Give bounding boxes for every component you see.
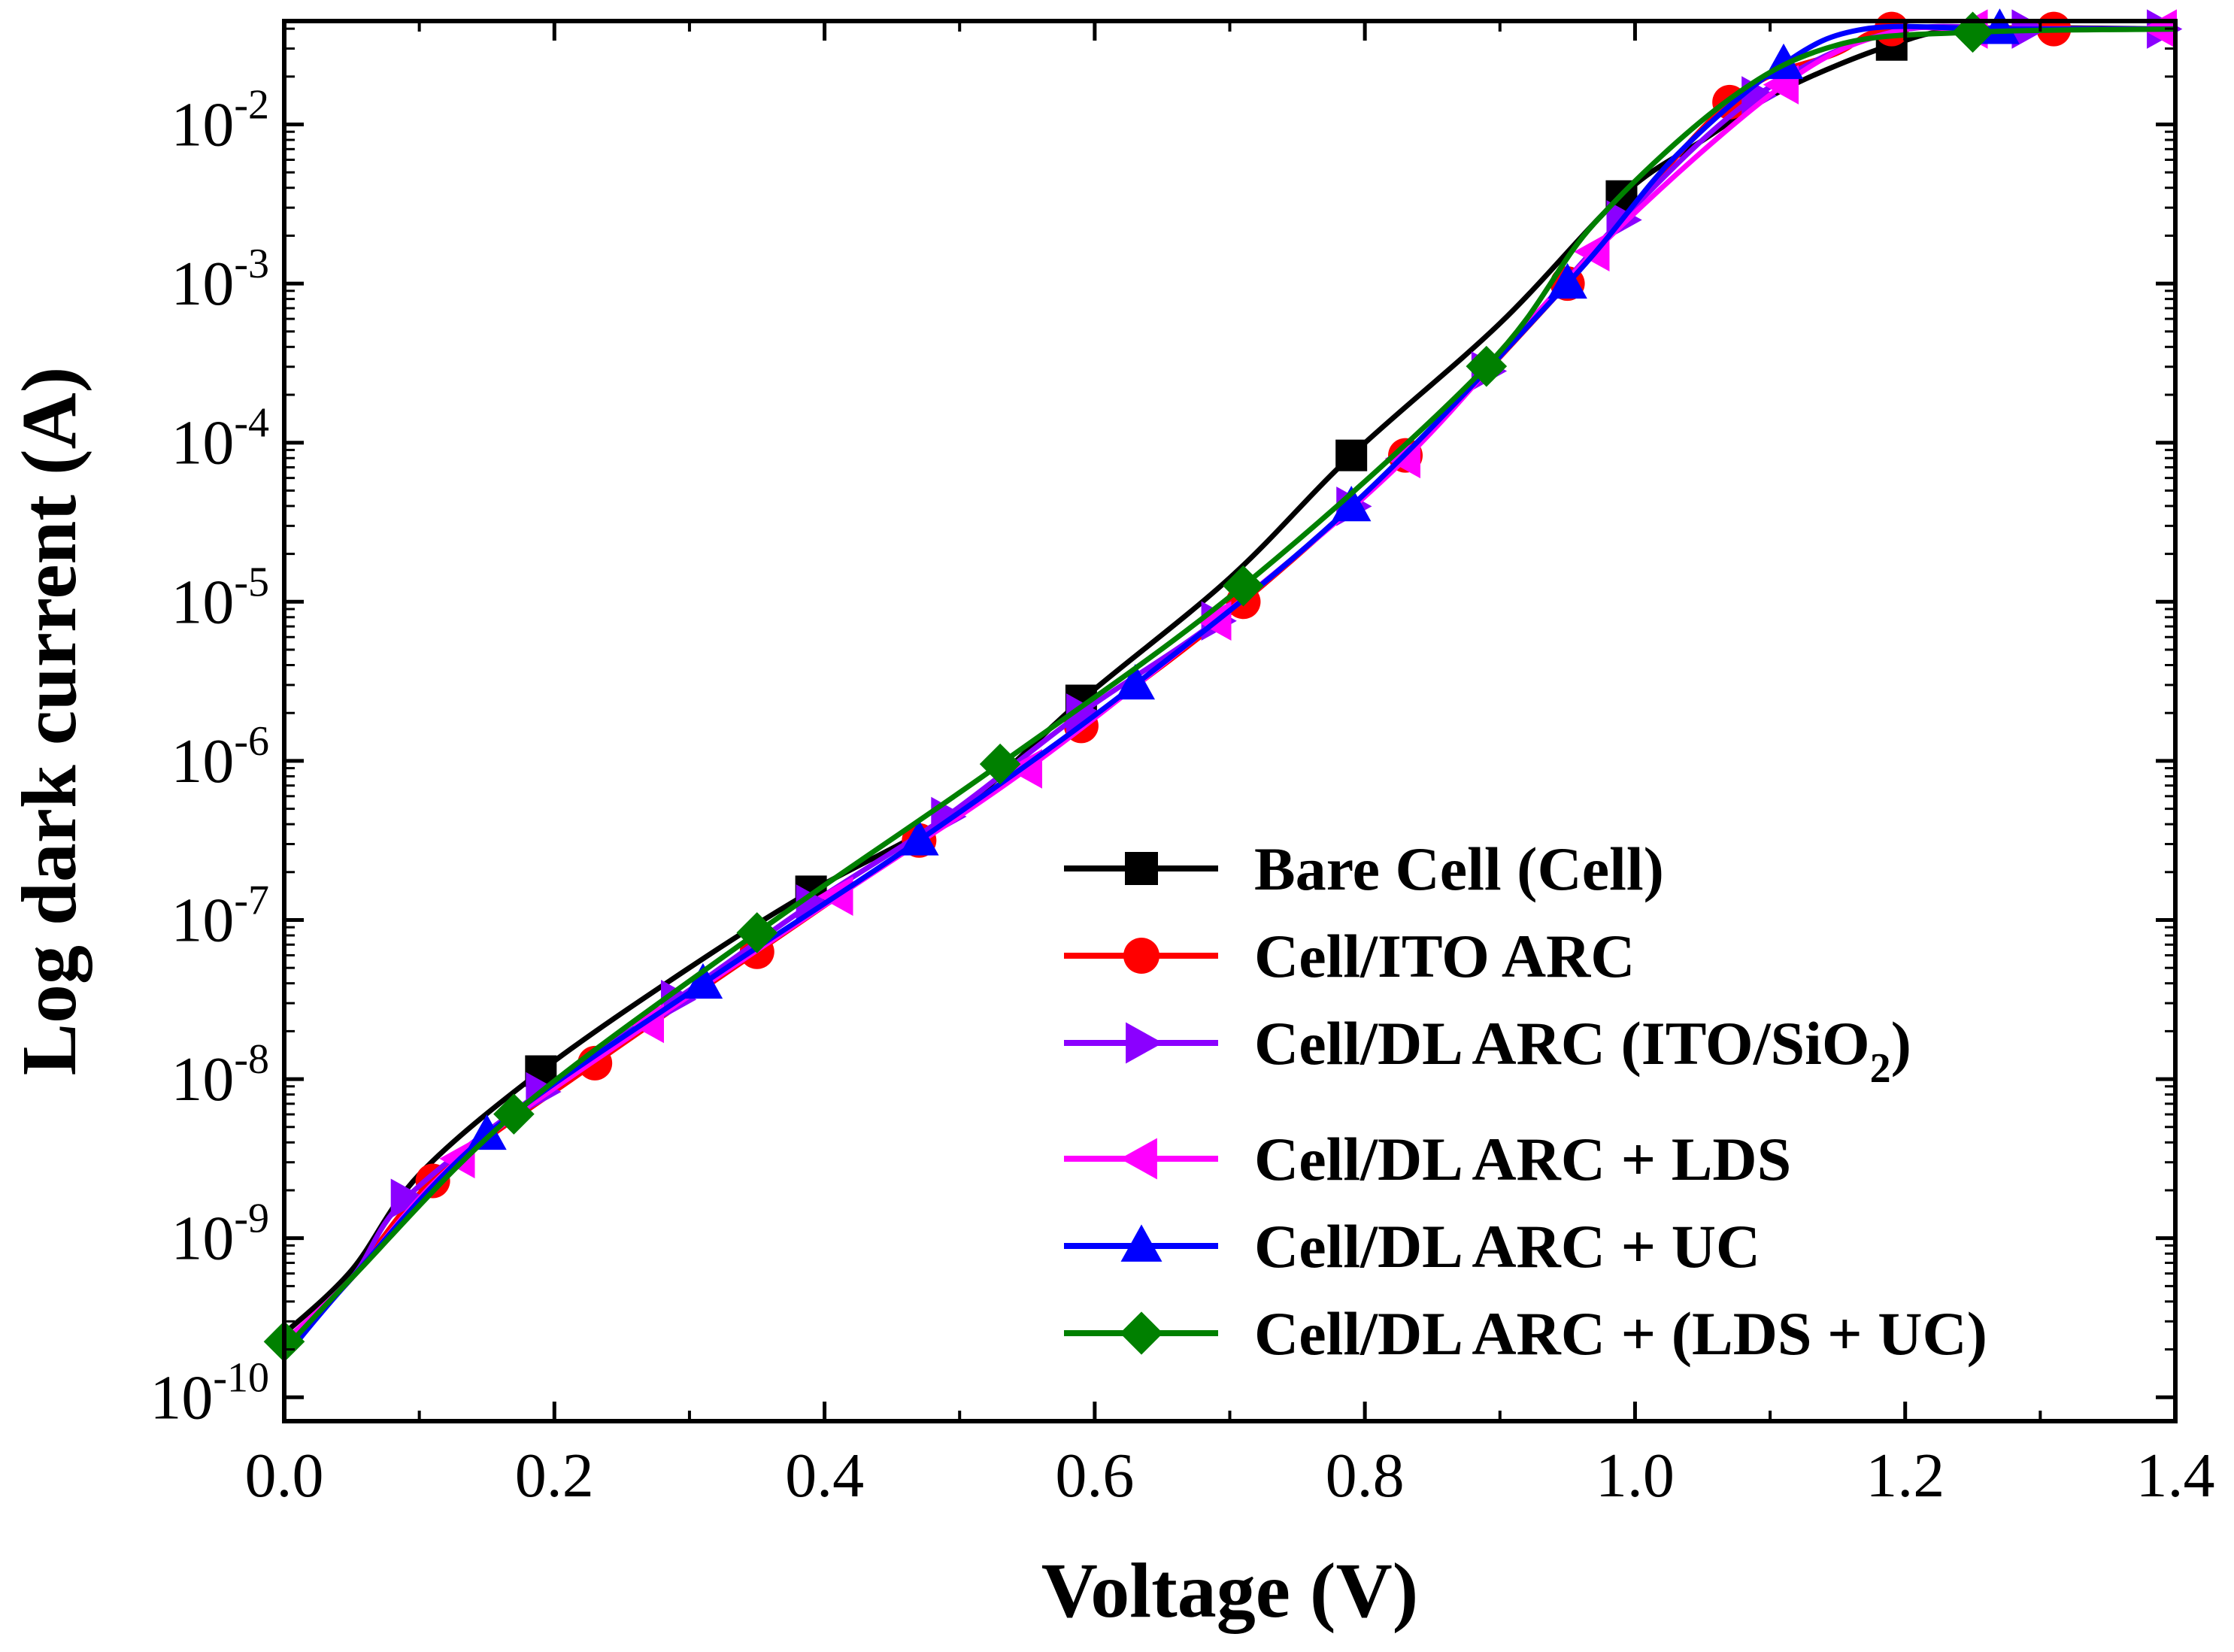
marker-triangle-up	[683, 962, 723, 999]
y-axis-title: Log dark current (A)	[6, 367, 92, 1076]
marker-triangle-right	[1126, 1022, 1163, 1064]
y-tick-label: 10-5	[171, 559, 269, 637]
legend-item-6: Cell/DL ARC + (LDS + UC)	[1064, 1299, 1987, 1368]
marker-triangle-up	[467, 1114, 507, 1150]
legend-item-4: Cell/DL ARC + LDS	[1064, 1125, 1791, 1193]
y-tick-label: 10-10	[150, 1354, 269, 1432]
marker-diamond	[736, 912, 778, 953]
marker-circle	[1123, 938, 1159, 974]
marker-triangle-up	[1115, 664, 1155, 700]
y-tick-label: 10-7	[171, 877, 269, 955]
x-tick-label: 1.0	[1596, 1441, 1675, 1511]
y-tick-label: 10-3	[171, 241, 269, 319]
legend-label: Cell/ITO ARC	[1254, 922, 1635, 990]
marker-diamond	[1223, 565, 1264, 607]
marker-triangle-right	[1065, 693, 1102, 733]
legend-item-5: Cell/DL ARC + UC	[1064, 1212, 1760, 1281]
marker-triangle-up	[1120, 1224, 1162, 1262]
legend-label: Cell/DL ARC + (LDS + UC)	[1254, 1299, 1987, 1368]
x-tick-label: 0.0	[245, 1441, 324, 1511]
marker-diamond	[979, 743, 1021, 785]
x-axis-title: Voltage (V)	[1041, 1547, 1419, 1634]
x-tick-label: 1.2	[1866, 1441, 1945, 1511]
legend-label: Cell/DL ARC + UC	[1254, 1212, 1760, 1281]
marker-diamond	[1120, 1311, 1163, 1355]
x-tick-label: 1.4	[2136, 1441, 2215, 1511]
x-tick-label: 0.6	[1055, 1441, 1134, 1511]
marker-triangle-up	[899, 820, 939, 856]
legend-label: Cell/DL ARC (ITO/SiO2)	[1254, 1009, 1911, 1092]
x-tick-label: 0.2	[515, 1441, 594, 1511]
marker-square	[1335, 439, 1368, 471]
x-tick-label: 0.4	[785, 1441, 864, 1511]
marker-triangle-left	[1120, 1138, 1157, 1180]
legend-item-2: Cell/ITO ARC	[1064, 922, 1635, 990]
marker-diamond	[1466, 345, 1508, 387]
x-tick-label: 0.8	[1326, 1441, 1405, 1511]
ticks-layer: 0.0 0.2 0.4 0.6 0.8 1.0 1.2 1.4 10-10 10-9 10-8 10-…	[150, 21, 2215, 1511]
legend-item-3: Cell/DL ARC (ITO/SiO2)	[1064, 1009, 1911, 1092]
legend-label: Bare Cell (Cell)	[1254, 835, 1664, 903]
marker-triangle-up	[1547, 262, 1587, 299]
y-tick-label: 10-9	[171, 1196, 269, 1274]
marker-diamond	[493, 1093, 535, 1135]
legend-item-1: Bare Cell (Cell)	[1064, 835, 1664, 903]
y-tick-label: 10-6	[171, 718, 269, 796]
y-tick-label: 10-8	[171, 1036, 269, 1114]
legend-label: Cell/DL ARC + LDS	[1254, 1125, 1791, 1193]
y-tick-label: 10-2	[171, 82, 269, 160]
y-tick-label: 10-4	[171, 400, 269, 478]
marker-triangle-up	[1331, 486, 1372, 522]
marker-square	[1125, 852, 1158, 885]
legend: Bare Cell (Cell) Cell/ITO ARC Cell/DL ARC …	[1064, 835, 1987, 1368]
marker-triangle-right	[390, 1178, 426, 1219]
